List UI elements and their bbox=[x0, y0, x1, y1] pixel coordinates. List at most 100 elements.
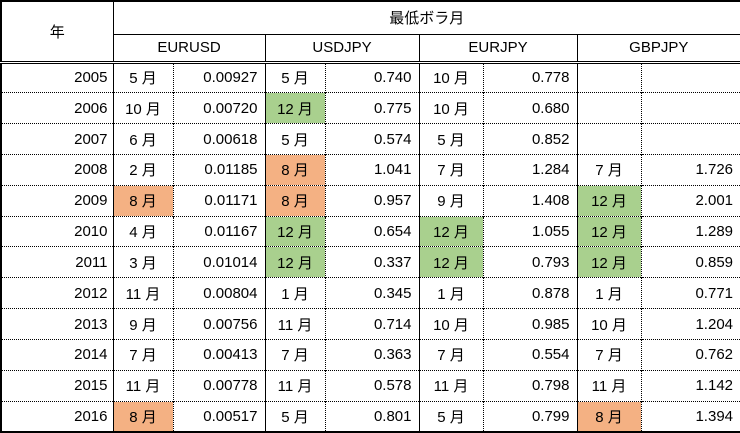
volatility-value-cell: 0.798 bbox=[483, 369, 578, 402]
volatility-value-cell: 1.142 bbox=[641, 369, 740, 402]
year-cell: 2012 bbox=[1, 277, 114, 309]
volatility-value-cell: 0.00413 bbox=[173, 338, 266, 371]
month-cell: 12 月 bbox=[577, 215, 642, 247]
volatility-value-cell: 0.859 bbox=[641, 246, 740, 278]
month-cell: 10 月 bbox=[419, 61, 484, 93]
month-cell: 3 月 bbox=[113, 246, 174, 278]
table-row: 2011 3 月 0.01014 12 月 0.337 12 月 0.793 12 月 0.85… bbox=[1, 246, 740, 278]
month-cell: 7 月 bbox=[577, 153, 642, 186]
month-cell: 10 月 bbox=[577, 308, 642, 340]
volatility-value-cell: 0.01014 bbox=[173, 246, 266, 278]
volatility-value-cell: 0.01185 bbox=[173, 153, 266, 186]
month-cell: 9 月 bbox=[419, 184, 484, 217]
volatility-value-cell: 0.878 bbox=[483, 277, 578, 309]
month-cell: 7 月 bbox=[577, 338, 642, 371]
volatility-value-cell: 0.00778 bbox=[173, 369, 266, 402]
month-cell: 9 月 bbox=[113, 308, 174, 340]
table-row: 2007 6 月 0.00618 5 月 0.574 5 月 0.852 bbox=[1, 123, 740, 155]
month-cell: 12 月 bbox=[419, 215, 484, 247]
volatility-value-cell: 2.001 bbox=[641, 184, 740, 217]
table-row: 2006 10 月 0.00720 12 月 0.775 10 月 0.680 bbox=[1, 92, 740, 124]
table-row: 2009 8 月 0.01171 8 月 0.957 9 月 1.408 12 月 2.001 bbox=[1, 184, 740, 217]
pair-header-eurjpy: EURJPY bbox=[419, 34, 578, 64]
lowest-volatility-month-group-header: 最低ボラ月 bbox=[113, 1, 740, 35]
month-cell: 7 月 bbox=[265, 338, 326, 371]
volatility-value-cell: 0.985 bbox=[483, 308, 578, 340]
month-cell: 7 月 bbox=[419, 338, 484, 371]
table-row: 2015 11 月 0.00778 11 月 0.578 11 月 0.798 11 月 1.1… bbox=[1, 369, 740, 402]
volatility-value-cell: 0.01171 bbox=[173, 184, 266, 217]
volatility-value-cell: 1.394 bbox=[641, 400, 740, 432]
month-cell: 5 月 bbox=[265, 123, 326, 155]
year-cell: 2016 bbox=[1, 400, 114, 432]
month-cell: 11 月 bbox=[113, 369, 174, 402]
month-cell: 12 月 bbox=[577, 246, 642, 278]
year-cell: 2014 bbox=[1, 338, 114, 371]
volatility-value-cell: 1.289 bbox=[641, 215, 740, 247]
month-cell: 11 月 bbox=[265, 308, 326, 340]
month-cell: 8 月 bbox=[113, 184, 174, 217]
volatility-value-cell: 0.714 bbox=[325, 308, 420, 340]
volatility-value-cell: 0.680 bbox=[483, 92, 578, 124]
year-cell: 2013 bbox=[1, 308, 114, 340]
volatility-value-cell: 0.337 bbox=[325, 246, 420, 278]
volatility-value-cell: 0.554 bbox=[483, 338, 578, 371]
table-row: 2005 5 月 0.00927 5 月 0.740 10 月 0.778 bbox=[1, 61, 740, 93]
table-row: 2016 8 月 0.00517 5 月 0.801 5 月 0.799 8 月 1.394 bbox=[1, 400, 740, 432]
month-cell bbox=[577, 123, 642, 155]
volatility-value-cell: 0.801 bbox=[325, 400, 420, 432]
volatility-value-cell: 0.578 bbox=[325, 369, 420, 402]
volatility-value-cell: 1.055 bbox=[483, 215, 578, 247]
month-cell: 8 月 bbox=[265, 153, 326, 186]
volatility-value-cell: 0.00517 bbox=[173, 400, 266, 432]
year-column-header: 年 bbox=[1, 1, 114, 64]
month-cell: 8 月 bbox=[577, 400, 642, 432]
month-cell: 10 月 bbox=[113, 92, 174, 124]
volatility-value-cell: 1.204 bbox=[641, 308, 740, 340]
table-header: 年 最低ボラ月 EURUSD USDJPY EURJPY GBPJPY bbox=[1, 1, 740, 64]
month-cell: 11 月 bbox=[577, 369, 642, 402]
month-cell: 12 月 bbox=[577, 184, 642, 217]
volatility-value-cell: 0.762 bbox=[641, 338, 740, 371]
year-cell: 2008 bbox=[1, 153, 114, 186]
volatility-value-cell: 0.345 bbox=[325, 277, 420, 309]
volatility-value-cell: 0.00927 bbox=[173, 61, 266, 93]
volatility-value-cell: 0.778 bbox=[483, 61, 578, 93]
year-cell: 2009 bbox=[1, 184, 114, 217]
month-cell: 5 月 bbox=[419, 123, 484, 155]
table-row: 2008 2 月 0.01185 8 月 1.041 7 月 1.284 7 月 1.726 bbox=[1, 153, 740, 186]
pair-header-eurusd: EURUSD bbox=[113, 34, 266, 64]
volatility-value-cell: 0.793 bbox=[483, 246, 578, 278]
month-cell: 1 月 bbox=[265, 277, 326, 309]
volatility-value-cell: 0.01167 bbox=[173, 215, 266, 247]
volatility-value-cell: 1.284 bbox=[483, 153, 578, 186]
month-cell: 11 月 bbox=[419, 369, 484, 402]
month-cell: 10 月 bbox=[419, 92, 484, 124]
month-cell: 6 月 bbox=[113, 123, 174, 155]
table-row: 2014 7 月 0.00413 7 月 0.363 7 月 0.554 7 月 0.762 bbox=[1, 338, 740, 371]
volatility-value-cell: 1.408 bbox=[483, 184, 578, 217]
month-cell bbox=[577, 92, 642, 124]
volatility-value-cell: 0.00618 bbox=[173, 123, 266, 155]
month-cell: 11 月 bbox=[265, 369, 326, 402]
month-cell: 7 月 bbox=[419, 153, 484, 186]
volatility-value-cell: 0.00720 bbox=[173, 92, 266, 124]
year-cell: 2011 bbox=[1, 246, 114, 278]
volatility-value-cell: 0.771 bbox=[641, 277, 740, 309]
volatility-value-cell: 0.574 bbox=[325, 123, 420, 155]
month-cell: 1 月 bbox=[419, 277, 484, 309]
volatility-value-cell: 0.775 bbox=[325, 92, 420, 124]
table-row: 2013 9 月 0.00756 11 月 0.714 10 月 0.985 10 月 1.20… bbox=[1, 308, 740, 340]
month-cell bbox=[577, 61, 642, 93]
year-cell: 2015 bbox=[1, 369, 114, 402]
year-cell: 2007 bbox=[1, 123, 114, 155]
table-row: 2012 11 月 0.00804 1 月 0.345 1 月 0.878 1 月 0.771 bbox=[1, 277, 740, 309]
month-cell: 12 月 bbox=[265, 92, 326, 124]
volatility-value-cell: 1.726 bbox=[641, 153, 740, 186]
pair-header-gbpjpy: GBPJPY bbox=[577, 34, 740, 64]
year-cell: 2006 bbox=[1, 92, 114, 124]
month-cell: 2 月 bbox=[113, 153, 174, 186]
